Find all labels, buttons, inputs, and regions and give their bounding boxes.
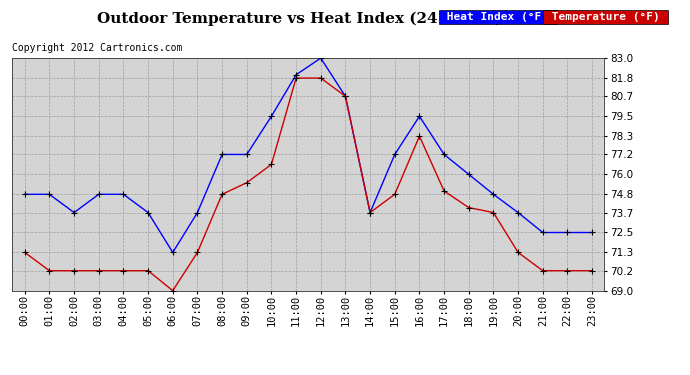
Text: Temperature (°F): Temperature (°F) [545,12,667,22]
Text: Copyright 2012 Cartronics.com: Copyright 2012 Cartronics.com [12,43,183,53]
Text: Outdoor Temperature vs Heat Index (24 Hours) 20120727: Outdoor Temperature vs Heat Index (24 Ho… [97,11,593,26]
Text: Heat Index (°F): Heat Index (°F) [440,12,555,22]
